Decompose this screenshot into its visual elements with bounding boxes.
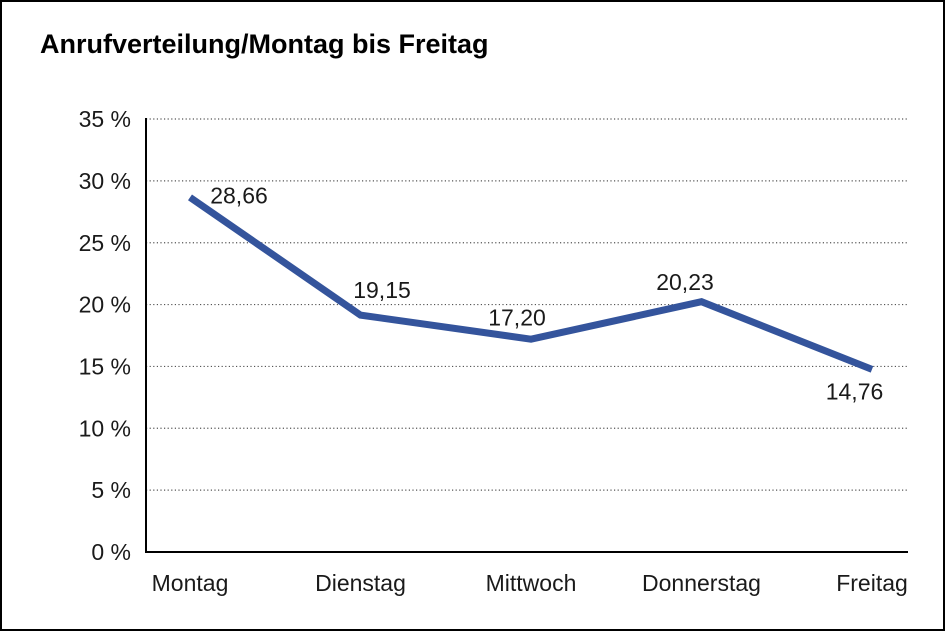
- y-tick-label: 0 %: [91, 539, 131, 565]
- x-category-label: Dienstag: [315, 570, 406, 596]
- x-category-label: Freitag: [836, 570, 908, 596]
- value-label: 17,20: [488, 304, 546, 330]
- value-label: 14,76: [826, 378, 884, 404]
- x-category-label: Donnerstag: [642, 570, 761, 596]
- value-label: 28,66: [210, 182, 268, 208]
- y-tick-label: 10 %: [79, 415, 131, 441]
- y-tick-label: 5 %: [91, 477, 131, 503]
- y-tick-label: 35 %: [79, 106, 131, 132]
- y-tick-label: 30 %: [79, 168, 131, 194]
- x-category-label: Montag: [152, 570, 229, 596]
- x-category-label: Mittwoch: [486, 570, 577, 596]
- value-label: 20,23: [656, 269, 714, 295]
- y-tick-label: 15 %: [79, 353, 131, 379]
- value-label: 19,15: [353, 277, 411, 303]
- data-line: [188, 194, 874, 373]
- y-tick-label: 25 %: [79, 230, 131, 256]
- chart-title: Anrufverteilung/Montag bis Freitag: [40, 29, 489, 59]
- y-tick-label: 20 %: [79, 292, 131, 318]
